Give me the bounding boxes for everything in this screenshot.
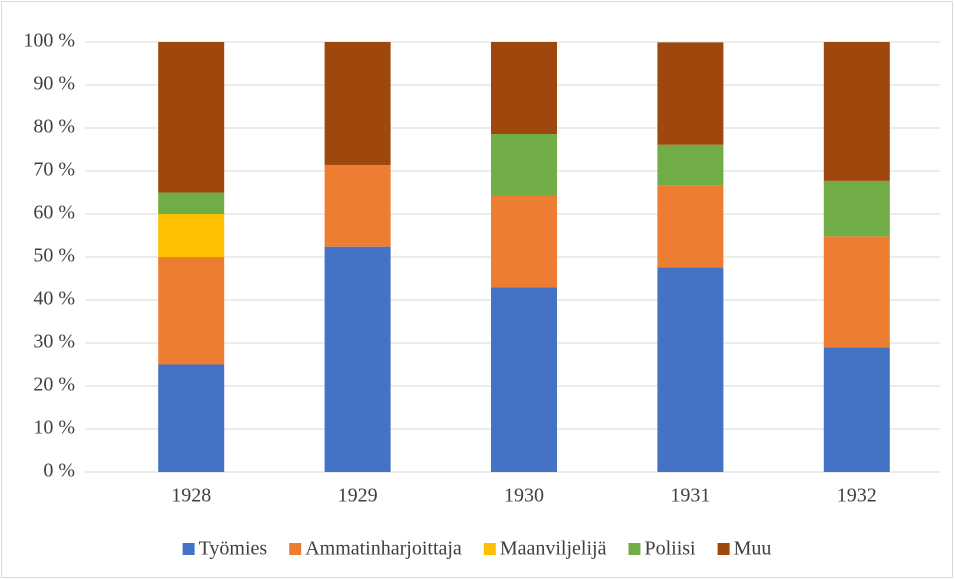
legend-label: Ammatinharjoittaja [305, 538, 462, 560]
bar-segment [158, 42, 225, 193]
y-tick-label: 80 % [33, 116, 75, 138]
bar-segment [823, 180, 890, 237]
y-tick-label: 10 % [33, 417, 75, 439]
bar-segment [491, 287, 557, 472]
bar-segment [324, 42, 391, 165]
bar-segment [491, 42, 557, 135]
bar-segment [823, 347, 890, 472]
x-tick-label: 1929 [338, 485, 378, 507]
legend-swatch [483, 543, 496, 555]
bar-segment [158, 192, 225, 214]
legend-swatch [289, 543, 302, 555]
y-tick-label: 50 % [33, 245, 75, 267]
y-tick-label: 100 % [23, 30, 75, 52]
bar-segment [491, 134, 557, 196]
bar-segment [324, 246, 391, 472]
y-tick-label: 70 % [33, 159, 75, 181]
legend-label: Poliisi [644, 538, 696, 560]
legend-label: Maanviljelijä [500, 538, 607, 560]
legend-swatch [717, 543, 730, 555]
y-tick-label: 0 % [43, 460, 75, 482]
legend-label: Työmies [199, 538, 268, 560]
y-tick-label: 20 % [33, 374, 75, 396]
y-tick-label: 40 % [33, 288, 75, 310]
bar-segment [158, 214, 225, 257]
bar-segment [657, 144, 724, 186]
bar-segment [158, 364, 225, 472]
bar-segment [657, 42, 724, 145]
x-tick-label: 1932 [837, 485, 877, 507]
x-tick-label: 1931 [670, 485, 710, 507]
legend-label: Muu [734, 538, 772, 560]
bar-segment [657, 267, 724, 472]
bar-segment [491, 195, 557, 288]
legend-swatch [628, 543, 641, 555]
bar-segment [324, 164, 391, 247]
bar-segment [823, 236, 890, 348]
y-tick-label: 60 % [33, 202, 75, 224]
bar-segment [823, 42, 890, 181]
legend-swatch [182, 543, 195, 555]
bar-segment [657, 185, 724, 268]
bar-segment [158, 257, 225, 365]
y-tick-label: 30 % [33, 331, 75, 353]
x-tick-label: 1930 [504, 485, 544, 507]
x-tick-label: 1928 [171, 485, 211, 507]
y-tick-label: 90 % [33, 73, 75, 95]
